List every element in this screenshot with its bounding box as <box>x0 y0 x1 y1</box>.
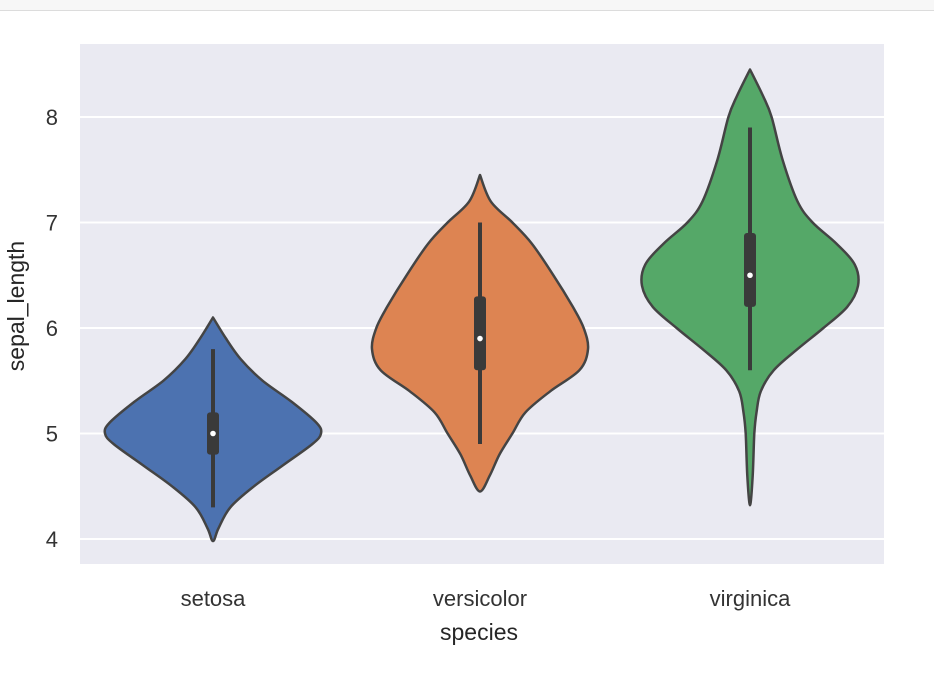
y-tick-label: 6 <box>46 316 58 341</box>
y-tick-label: 7 <box>46 211 58 236</box>
violin-iqr-box <box>744 233 756 307</box>
y-tick-labels: 4 5 6 7 8 <box>46 105 58 552</box>
violin-versicolor <box>370 173 590 493</box>
violin-median-dot <box>210 430 216 437</box>
violin-median-dot <box>747 272 753 279</box>
violin-setosa <box>103 316 323 543</box>
violin-virginica <box>640 68 860 507</box>
x-tick-labels: setosa versicolor virginica <box>181 586 792 611</box>
y-axis-label: sepal_length <box>3 241 29 371</box>
y-tick-label: 8 <box>46 105 58 130</box>
x-tick-label: setosa <box>181 586 247 611</box>
y-tick-label: 4 <box>46 527 58 552</box>
violin-iqr-box <box>474 296 486 371</box>
violin-median-dot <box>477 335 483 342</box>
window-top-strip <box>0 0 934 11</box>
y-tick-label: 5 <box>46 422 58 447</box>
x-axis-label: species <box>440 619 518 645</box>
violins <box>103 68 860 543</box>
x-tick-label: virginica <box>710 586 791 611</box>
x-tick-label: versicolor <box>433 586 527 611</box>
